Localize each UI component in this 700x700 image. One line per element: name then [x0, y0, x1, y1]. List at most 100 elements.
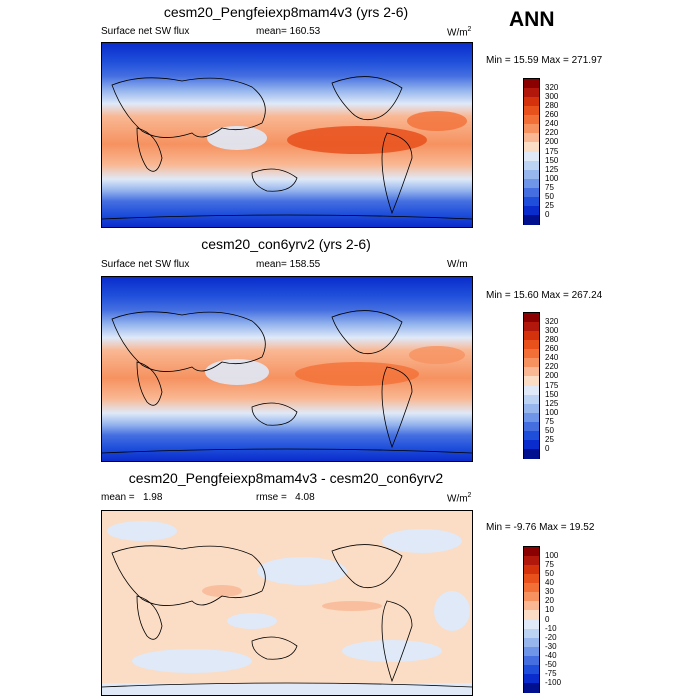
colorbar-tick-label: 0: [545, 614, 550, 624]
colorbar-tick-label: 100: [545, 173, 559, 183]
panel-2-pacific-max: [295, 362, 419, 386]
panel-3-coastlines: [102, 544, 472, 688]
colorbar-tick-label: 280: [545, 101, 559, 111]
colorbar-tick-label: -75: [545, 668, 557, 678]
colorbar-swatch: [524, 439, 539, 450]
colorbar-swatch: [524, 682, 539, 693]
colorbar-tick-label: 125: [545, 164, 559, 174]
colorbar-swatch: [524, 196, 539, 207]
colorbar-tick-label: -10: [545, 623, 557, 633]
panel-3-title: cesm20_Pengfeiexp8mam4v3 - cesm20_con6yr…: [128, 470, 444, 486]
colorbar-tick-label: 10: [545, 605, 554, 615]
colorbar-swatch: [524, 430, 539, 441]
colorbar-tick-label: 30: [545, 587, 554, 597]
colorbar-swatch: [524, 547, 539, 557]
panel-1-maritime-cloud: [207, 126, 267, 150]
panel-1-coastlines: [102, 76, 472, 220]
colorbar-tick-label: 0: [545, 209, 550, 219]
colorbar-swatch: [524, 619, 539, 630]
panel-2-minmax: Min = 15.60 Max = 267.24: [486, 290, 603, 301]
colorbar-tick-label: 220: [545, 128, 559, 138]
colorbar-swatch: [524, 646, 539, 657]
panel-1-atlantic-max: [407, 111, 467, 131]
colorbar-swatch: [524, 322, 539, 332]
colorbar-tick-label: -20: [545, 632, 557, 642]
panel-2-map: [101, 276, 473, 462]
colorbar-swatch: [524, 160, 539, 171]
colorbar-tick-label: 25: [545, 434, 554, 444]
colorbar-tick-label: 200: [545, 137, 559, 147]
panel-3-mean-label: mean = 1.98: [101, 492, 163, 503]
panel-2-title: cesm20_con6yrv2 (yrs 2-6): [201, 236, 371, 252]
colorbar-tick-label: 320: [545, 317, 559, 327]
colorbar-swatch: [524, 448, 539, 459]
colorbar-tick-label: -100: [545, 677, 562, 687]
colorbar-tick-label: 0: [545, 443, 550, 453]
panel-3-positive-patches: [202, 585, 382, 611]
colorbar-tick-label: 240: [545, 119, 559, 129]
colorbar-tick-label: 25: [545, 200, 554, 210]
colorbar-swatch: [524, 664, 539, 675]
panel-1-map: [101, 42, 473, 228]
colorbar-swatch: [524, 628, 539, 639]
colorbar-swatch: [524, 412, 539, 423]
colorbar-tick-label: 200: [545, 371, 559, 381]
colorbar-swatch: [524, 97, 539, 107]
panel-2-colorbar: [523, 312, 540, 459]
colorbar-swatch: [524, 394, 539, 405]
panel-1-mean-label: mean= 160.53: [256, 26, 321, 37]
colorbar-swatch: [524, 403, 539, 414]
colorbar-swatch: [524, 349, 539, 359]
colorbar-swatch: [524, 142, 539, 152]
colorbar-swatch: [524, 655, 539, 666]
colorbar-swatch: [524, 187, 539, 198]
colorbar-swatch: [524, 205, 539, 216]
colorbar-swatch: [524, 385, 539, 396]
colorbar-tick-label: 150: [545, 155, 559, 165]
colorbar-swatch: [524, 124, 539, 134]
season-label: ANN: [509, 8, 555, 31]
colorbar-swatch: [524, 340, 539, 350]
colorbar-swatch: [524, 106, 539, 116]
colorbar-tick-label: 20: [545, 596, 554, 606]
colorbar-swatch: [524, 637, 539, 648]
colorbar-swatch: [524, 115, 539, 125]
colorbar-tick-label: 320: [545, 83, 559, 93]
colorbar-tick-label: 240: [545, 353, 559, 363]
colorbar-swatch: [524, 610, 539, 620]
colorbar-tick-label: 175: [545, 380, 559, 390]
colorbar-swatch: [524, 376, 539, 386]
colorbar-swatch: [524, 574, 539, 584]
colorbar-tick-label: 260: [545, 110, 559, 120]
panel-1-unit-label: W/m2: [447, 26, 472, 39]
colorbar-swatch: [524, 556, 539, 566]
colorbar-swatch: [524, 583, 539, 593]
panel-2-variable-label: Surface net SW flux: [101, 259, 190, 270]
panel-2-maritime-cloud: [205, 359, 269, 385]
colorbar-swatch: [524, 133, 539, 143]
colorbar-tick-label: 280: [545, 335, 559, 345]
colorbar-swatch: [524, 79, 539, 89]
colorbar-tick-label: 100: [545, 407, 559, 417]
panel-3-map: [101, 510, 473, 696]
panel-2-unit-label: W/m: [447, 259, 468, 270]
colorbar-tick-label: -50: [545, 659, 557, 669]
colorbar-swatch: [524, 358, 539, 368]
panel-2-mean-label: mean= 158.55: [256, 259, 321, 270]
colorbar-tick-label: 75: [545, 182, 554, 192]
colorbar-tick-label: 125: [545, 398, 559, 408]
panel-3-unit-label: W/m2: [447, 492, 472, 505]
colorbar-tick-label: 40: [545, 578, 554, 588]
colorbar-tick-label: 260: [545, 344, 559, 354]
colorbar-tick-label: 300: [545, 92, 559, 102]
colorbar-swatch: [524, 601, 539, 611]
colorbar-tick-label: 75: [545, 560, 554, 570]
colorbar-swatch: [524, 214, 539, 225]
panel-2-atlantic-max: [409, 346, 465, 364]
colorbar-swatch: [524, 331, 539, 341]
panel-1-pacific-max: [287, 126, 427, 154]
panel-1-variable-label: Surface net SW flux: [101, 26, 190, 37]
panel-3-minmax: Min = -9.76 Max = 19.52: [486, 522, 595, 533]
colorbar-tick-label: 100: [545, 551, 559, 561]
colorbar-tick-label: 175: [545, 146, 559, 156]
